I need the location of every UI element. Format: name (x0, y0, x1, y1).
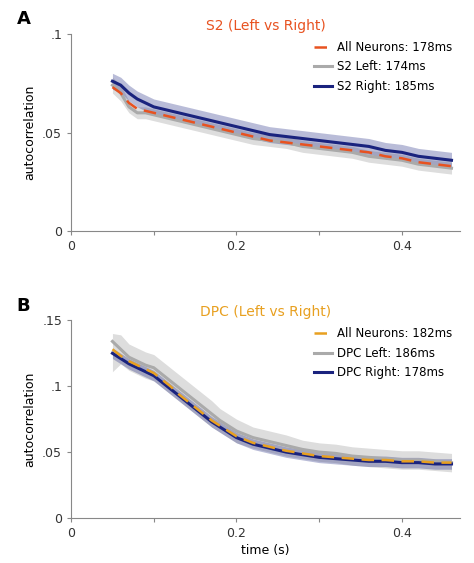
Y-axis label: autocorrelation: autocorrelation (24, 372, 36, 467)
Y-axis label: autocorrelation: autocorrelation (24, 85, 36, 180)
Legend: All Neurons: 178ms, S2 Left: 174ms, S2 Right: 185ms: All Neurons: 178ms, S2 Left: 174ms, S2 R… (313, 39, 454, 94)
Title: S2 (Left vs Right): S2 (Left vs Right) (206, 19, 325, 33)
Legend: All Neurons: 182ms, DPC Left: 186ms, DPC Right: 178ms: All Neurons: 182ms, DPC Left: 186ms, DPC… (313, 326, 454, 381)
Text: B: B (17, 297, 30, 315)
X-axis label: time (s): time (s) (241, 544, 290, 557)
Title: DPC (Left vs Right): DPC (Left vs Right) (200, 305, 331, 319)
Text: A: A (17, 10, 30, 28)
